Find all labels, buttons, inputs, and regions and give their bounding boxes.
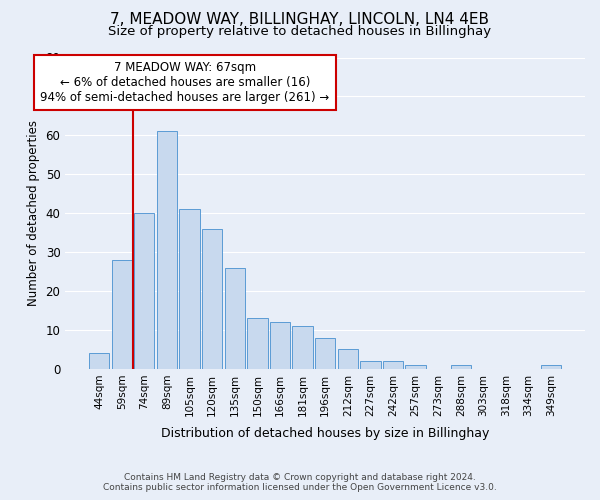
Bar bbox=[270, 322, 290, 369]
Text: 7, MEADOW WAY, BILLINGHAY, LINCOLN, LN4 4EB: 7, MEADOW WAY, BILLINGHAY, LINCOLN, LN4 … bbox=[110, 12, 490, 28]
X-axis label: Distribution of detached houses by size in Billinghay: Distribution of detached houses by size … bbox=[161, 427, 490, 440]
Bar bbox=[224, 268, 245, 369]
Bar bbox=[292, 326, 313, 369]
Text: 7 MEADOW WAY: 67sqm
← 6% of detached houses are smaller (16)
94% of semi-detache: 7 MEADOW WAY: 67sqm ← 6% of detached hou… bbox=[40, 62, 329, 104]
Bar bbox=[451, 365, 471, 369]
Text: Contains HM Land Registry data © Crown copyright and database right 2024.
Contai: Contains HM Land Registry data © Crown c… bbox=[103, 473, 497, 492]
Bar bbox=[202, 229, 222, 369]
Bar bbox=[247, 318, 268, 369]
Bar bbox=[89, 354, 109, 369]
Bar bbox=[360, 361, 380, 369]
Bar bbox=[315, 338, 335, 369]
Bar bbox=[134, 213, 154, 369]
Y-axis label: Number of detached properties: Number of detached properties bbox=[27, 120, 40, 306]
Bar bbox=[112, 260, 132, 369]
Bar bbox=[383, 361, 403, 369]
Bar bbox=[179, 210, 200, 369]
Bar bbox=[406, 365, 426, 369]
Bar bbox=[338, 350, 358, 369]
Bar bbox=[157, 132, 177, 369]
Text: Size of property relative to detached houses in Billinghay: Size of property relative to detached ho… bbox=[109, 25, 491, 38]
Bar bbox=[541, 365, 562, 369]
